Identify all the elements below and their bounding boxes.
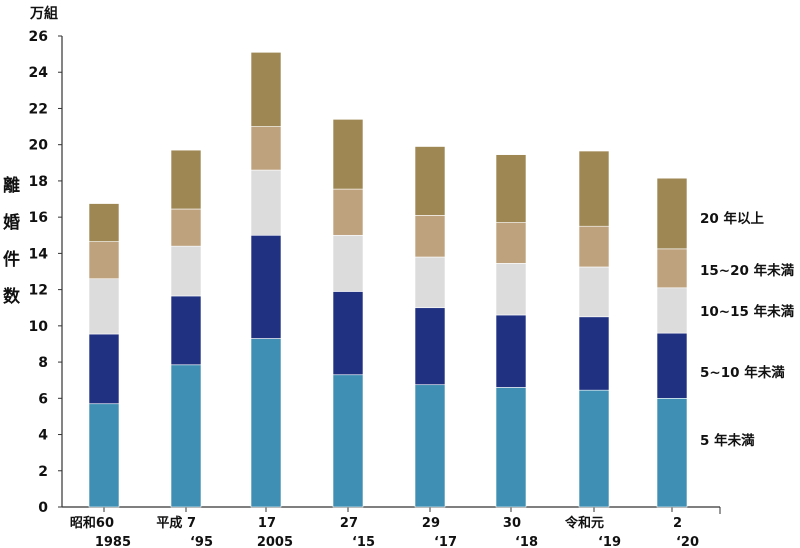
bar-segment: [332, 188, 364, 236]
bar-stack-‘20: [656, 177, 688, 508]
y-tick-label: 4: [38, 428, 48, 444]
bar-segment: [88, 403, 120, 508]
y-tick-label: 26: [29, 29, 48, 45]
y-axis-title: 離婚件数: [0, 176, 19, 324]
x-tick-label-year: ‘18: [515, 535, 538, 548]
y-tick-label: 24: [29, 65, 49, 81]
y-tick-label: 20: [29, 138, 49, 154]
bar-segment: [656, 398, 688, 508]
x-tick-label-year: ‘20: [676, 535, 699, 548]
bar-segment: [414, 146, 446, 216]
legend-label: 15~20 年未満: [700, 262, 795, 279]
y-tick-label: 14: [29, 246, 49, 262]
y-tick-label: 8: [38, 355, 48, 371]
x-tick-label-era: 2: [673, 516, 682, 531]
bar-stack-‘15: [332, 119, 364, 508]
bar-segment: [88, 203, 120, 242]
bar-segment: [578, 225, 610, 268]
x-tick-label-year: ‘17: [434, 535, 457, 548]
y-tick-label: 12: [29, 283, 48, 299]
y-tick-label: 10: [29, 319, 49, 335]
bar-segment: [495, 154, 527, 223]
bar-stack-‘19: [578, 150, 610, 508]
bar-stack-‘17: [414, 146, 446, 508]
x-tick-label-year: ‘15: [352, 535, 375, 548]
y-tick-label: 16: [29, 210, 48, 226]
y-tick-label: 6: [38, 391, 48, 407]
y-tick-label: 18: [29, 174, 48, 190]
x-tick-label-era: 令和元: [565, 515, 604, 531]
y-unit-label: 万組: [29, 5, 58, 22]
legend-label: 5 年未満: [700, 432, 755, 449]
bar-segment: [88, 241, 120, 280]
bar-segment: [414, 307, 446, 386]
bar-segment: [495, 387, 527, 508]
bar-segment: [495, 314, 527, 388]
x-tick-label-year: ‘19: [598, 535, 621, 548]
bar-segment: [414, 215, 446, 258]
x-tick-label-era: 29: [422, 516, 440, 531]
bar-segment: [578, 150, 610, 227]
x-tick-label-year: ‘95: [190, 535, 213, 548]
bar-segment: [88, 278, 120, 335]
bar-stack-2005: [250, 52, 282, 508]
bar-segment: [250, 169, 282, 236]
y-tick-label: 22: [29, 101, 48, 117]
bar-segment: [332, 234, 364, 292]
bar-segment: [578, 316, 610, 391]
x-tick-label-era: 昭和60: [70, 515, 114, 531]
bar-segment: [88, 333, 120, 405]
bar-segment: [578, 266, 610, 318]
bar-segment: [170, 364, 202, 508]
legend: 5 年未満 5~10 年未満 10~15 年未満 15~20 年未満 20 年以上: [700, 210, 795, 449]
bar-segment: [250, 126, 282, 171]
legend-label: 5~10 年未満: [700, 364, 785, 381]
x-tick-label-era: 平成 7: [156, 515, 196, 531]
bar-stack-1985: [88, 203, 120, 508]
bars: [88, 52, 688, 508]
bar-segment: [332, 374, 364, 508]
y-tick-label: 2: [38, 464, 48, 480]
bar-stack-‘95: [170, 149, 202, 508]
bar-segment: [656, 332, 688, 399]
bar-segment: [495, 222, 527, 264]
bar-segment: [578, 389, 610, 508]
bar-segment: [656, 287, 688, 334]
bar-segment: [170, 245, 202, 297]
bar-segment: [414, 384, 446, 508]
x-tick-labels: 昭和60 1985 平成 7 ‘95 17 2005 27 ‘15 29 ‘17 30 ‘18 令和元 ‘…: [70, 515, 699, 548]
x-tick-label-era: 17: [258, 516, 276, 531]
x-tick-label-year: 1985: [95, 535, 131, 548]
bar-segment: [656, 248, 688, 289]
bar-segment: [250, 338, 282, 508]
bar-segment: [170, 208, 202, 247]
legend-label: 10~15 年未満: [700, 303, 795, 320]
legend-label: 20 年以上: [700, 210, 764, 227]
bar-segment: [495, 263, 527, 316]
y-tick-label: 0: [38, 500, 48, 516]
x-tick-label-era: 30: [503, 516, 521, 531]
bar-segment: [414, 256, 446, 309]
bar-segment: [332, 291, 364, 376]
bar-stack-‘18: [495, 154, 527, 508]
bar-segment: [170, 295, 202, 366]
x-tick-label-year: 2005: [257, 535, 293, 548]
bar-segment: [656, 177, 688, 250]
bar-segment: [170, 149, 202, 210]
bar-segment: [332, 119, 364, 190]
bar-segment: [250, 52, 282, 127]
x-tick-label-era: 27: [340, 516, 358, 531]
bar-segment: [250, 234, 282, 339]
